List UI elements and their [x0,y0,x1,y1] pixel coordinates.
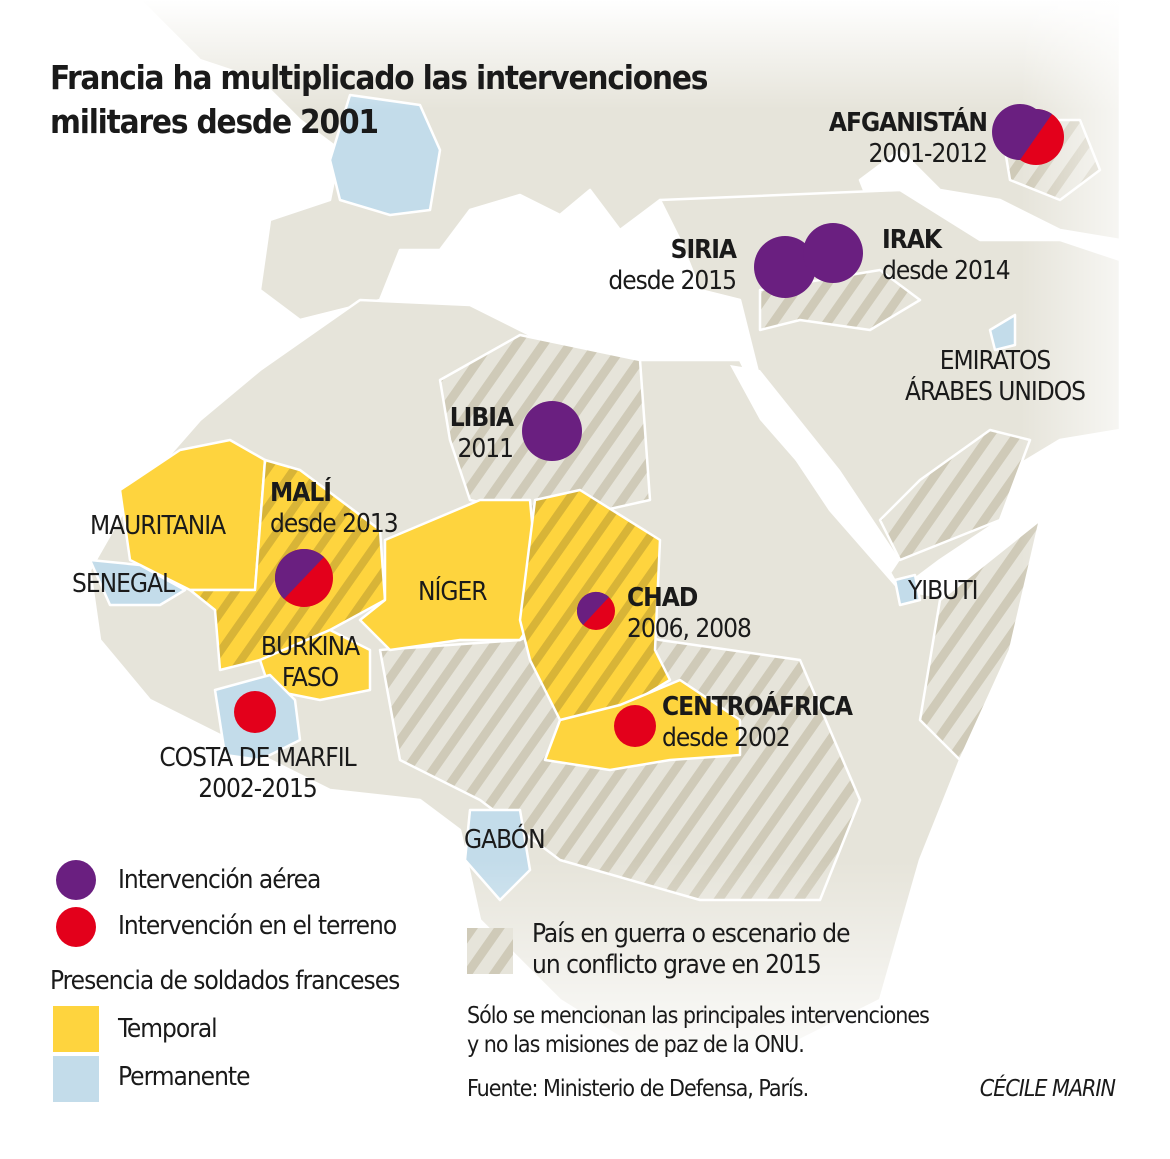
conflict-yemen [878,428,1032,562]
marker-mali [275,549,333,607]
niger-region [358,498,542,652]
label-senegal: SENEGAL [72,569,175,599]
fade-top [0,0,1170,110]
label-mali: MALÍ desde 2013 [270,478,399,539]
label-centroafrica: CENTROÁFRICA desde 2002 [662,692,853,753]
marker-centroafrica [614,705,656,747]
map-title: Francia ha multiplicado las intervencion… [50,58,708,141]
temporal-swatch [53,1006,99,1052]
label-libia: LIBIA 2011 [449,403,514,464]
label-emiratos: EMIRATOS ÁRABES UNIDOS [904,346,1086,407]
senegal-region [88,558,187,607]
label-chad: CHAD 2006, 2008 [627,583,752,644]
marker-chad [576,591,615,630]
note: Sólo se mencionan las principales interv… [467,1003,930,1058]
djibouti-region [893,573,922,607]
label-niger: NÍGER [418,577,488,607]
ground-intervention-swatch [56,907,96,947]
label-gabon: GABÓN [464,825,546,855]
marker-siria [754,236,816,298]
air-intervention-swatch [56,860,96,900]
permanente-swatch [53,1056,99,1102]
legend-ground: Intervención en el terreno [118,911,397,941]
legend-temporal: Temporal [118,1014,218,1044]
red-sea [730,365,900,575]
label-mauritania: MAURITANIA [90,511,226,541]
conflict-swatch [467,928,513,974]
label-siria: SIRIA desde 2015 [608,235,737,296]
label-afganistan: AFGANISTÁN 2001-2012 [828,108,988,169]
label-irak: IRAK desde 2014 [882,225,1011,286]
marker-costa-marfil [234,691,276,733]
label-burkina: BURKINA FASO [260,632,360,693]
uae-region [988,313,1017,352]
fade-bottom [0,860,1170,1090]
label-costa-marfil: COSTA DE MARFIL 2002-2015 [159,743,356,804]
marker-afganistan [992,104,1064,165]
intervention-markers [234,104,1064,747]
legend-permanente: Permanente [118,1062,250,1092]
marker-irak [803,223,863,283]
credit: CÉCILE MARIN [979,1076,1116,1102]
france-region [328,93,442,217]
legend-presence-title: Presencia de soldados franceses [50,966,400,996]
marker-libia [522,401,582,461]
legend-conflict: País en guerra o escenario de un conflict… [532,919,850,980]
label-yibuti: YIBUTI [908,576,979,606]
left-white [0,0,60,1159]
source: Fuente: Ministerio de Defensa, París. [467,1076,809,1102]
legend-air: Intervención aérea [118,865,321,895]
